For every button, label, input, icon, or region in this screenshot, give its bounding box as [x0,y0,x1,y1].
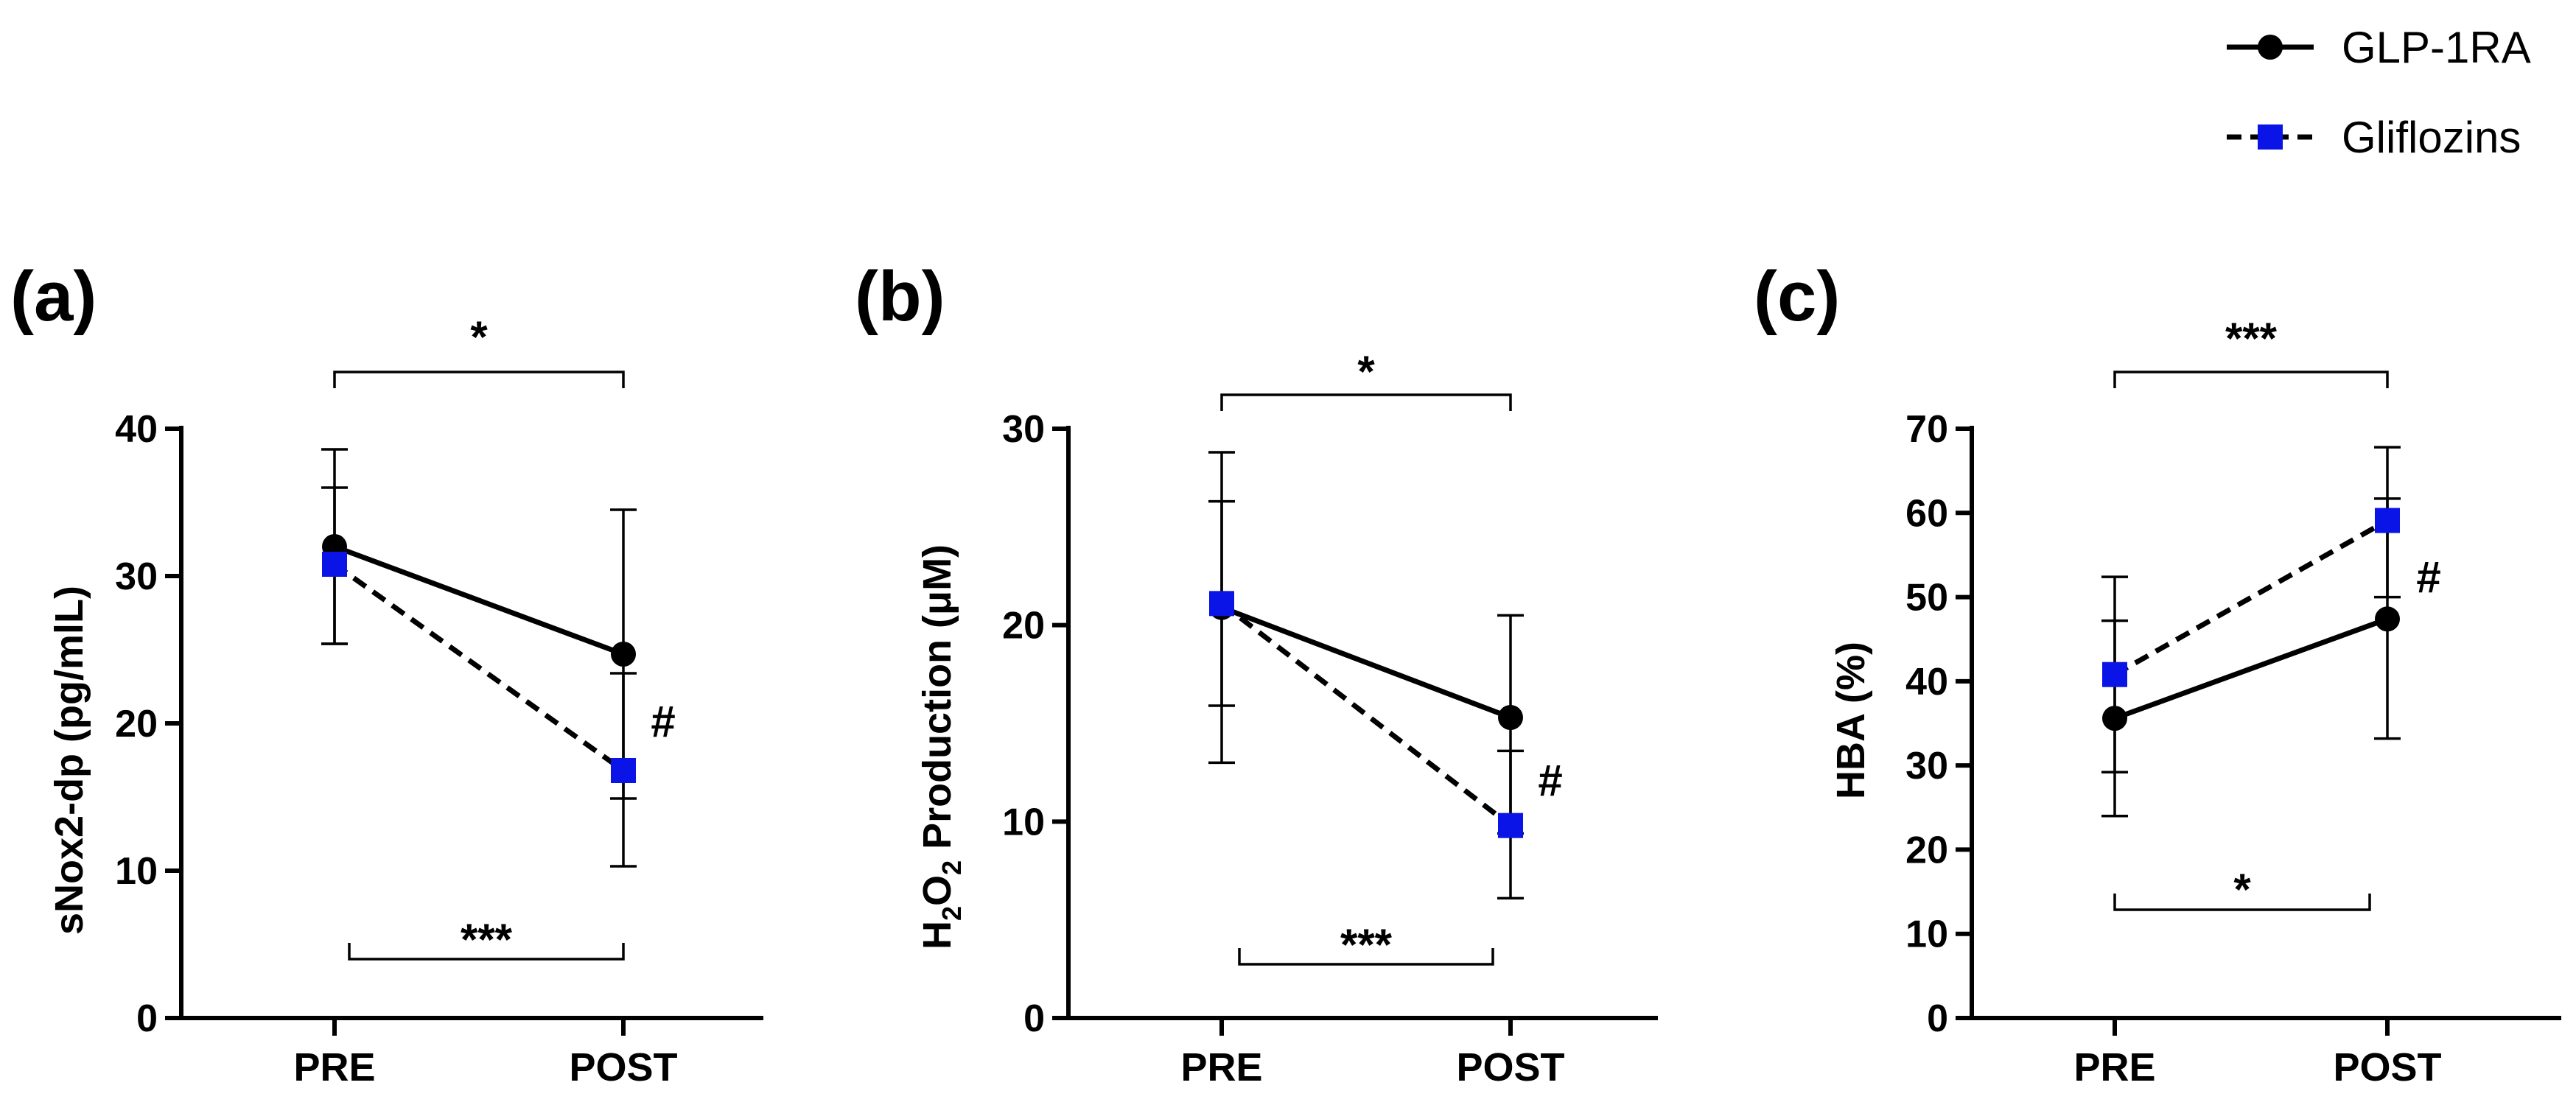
legend-entry-glp1ra: GLP-1RA [2227,23,2531,72]
panel-b-point-gliflozins [1209,591,1234,617]
panel-c-y-tick-label: 30 [1905,745,1948,787]
panel-b-y-title-rest: Production (μM) [915,544,959,860]
panel-c-x-tick-label: POST [2333,1045,2441,1089]
panel-c-y-axis-title: HBA (%) [1829,642,1873,799]
panel-b-top-bracket [1220,393,1512,411]
panel-a-y-tick-label: 10 [115,850,158,893]
panel-a-label: (a) [10,257,97,336]
legend-label-glp1ra: GLP-1RA [2342,23,2531,72]
panel-a-y-tick-label: 0 [136,997,158,1040]
panel-a-top-bracket [333,371,625,388]
panel-c-y-tick-label: 70 [1905,408,1948,451]
panel-a-x-tick-label: PRE [293,1045,375,1089]
panel-b-x-tick-label: POST [1456,1045,1564,1089]
panel-b-y-tick-label: 0 [1023,997,1045,1040]
panel-c-significance-bottom: * [2233,865,2251,914]
legend-marker-gliflozins [2258,124,2283,150]
panel-a-series-line-gliflozins [332,562,626,773]
legend: GLP-1RA Gliflozins [2227,23,2531,162]
panel-b-x-tick-label: PRE [1180,1045,1262,1089]
panel-a-bottom-bracket [348,943,625,961]
panel-c-significance-right-of-post: # [2416,552,2440,602]
panel-c-label: (c) [1754,257,1840,336]
panel-a-significance-top: * [470,312,488,362]
panel-a-significance-right-of-post: # [651,697,675,746]
panel-c-top-bracket [2113,371,2389,388]
panel-a-x-tick-label: POST [569,1045,677,1089]
panel-c-series-line-gliflozins [2113,518,2389,677]
panel-b-significance-bottom: *** [1340,920,1393,969]
panel-c-point-gliflozins [2102,661,2127,687]
panel-b-y-title-sub1: 2 [937,906,967,921]
panel-a-point-gliflozins [322,552,347,577]
legend-label-gliflozins: Gliflozins [2342,113,2521,162]
panel-c-y-tick-label: 50 [1905,577,1948,620]
panel-c-point-gliflozins [2375,508,2400,533]
panel-a-series-line-glp-1ra [333,544,625,657]
panel-a-significance-bottom: *** [461,915,513,964]
panel-c-y-tick-label: 0 [1927,997,1948,1040]
panel-c-series-line-glp-1ra [2113,616,2389,721]
panel-b-point-gliflozins [1498,813,1523,838]
panel-b-series-line-gliflozins [1219,601,1513,828]
panel-a-y-axis-title: sNox2-dp (pg/mlL) [47,586,91,935]
panel-c-point-glp-1ra [2375,606,2400,632]
panel-c-significance-top: *** [2225,314,2278,363]
panel-b-point-glp-1ra [1498,705,1523,730]
panel-b-bottom-bracket [1238,948,1494,966]
panel-b-y-tick-label: 10 [1002,801,1045,843]
panel-a-y-tick-label: 40 [115,408,158,451]
panel-c-point-glp-1ra [2102,706,2127,731]
panel-a-y-tick-label: 30 [115,555,158,598]
panel-b-label: (b) [855,257,945,336]
panel-b-series-line-glp-1ra [1220,605,1512,720]
legend-marker-glp1ra [2258,35,2283,60]
panel-a-y-tick-label: 20 [115,703,158,745]
panel-c-x-tick-label: PRE [2073,1045,2155,1089]
panel-c-y-tick-label: 10 [1905,913,1948,956]
panel-b-significance-top: * [1357,347,1375,396]
panel-a-point-glp-1ra [611,642,636,667]
panel-c-y-tick-label: 40 [1905,661,1948,703]
panel-c-y-tick-label: 60 [1905,492,1948,535]
legend-entry-gliflozins: Gliflozins [2227,113,2521,162]
panel-b-significance-right-of-post: # [1538,756,1562,805]
panel-b-y-tick-label: 30 [1002,408,1045,451]
panel-c-y-tick-label: 20 [1905,829,1948,871]
panel-b-y-tick-label: 20 [1002,605,1045,647]
panel-b-y-axis-title: H2O2 Production (μM) [915,544,967,950]
panel-a-point-gliflozins [611,758,636,783]
panel-c-bottom-bracket [2113,894,2371,911]
panel-b-y-title-o: O [915,875,959,906]
panel-b-y-title-h: H [915,921,959,950]
panel-b-y-title-sub2: 2 [937,860,967,875]
